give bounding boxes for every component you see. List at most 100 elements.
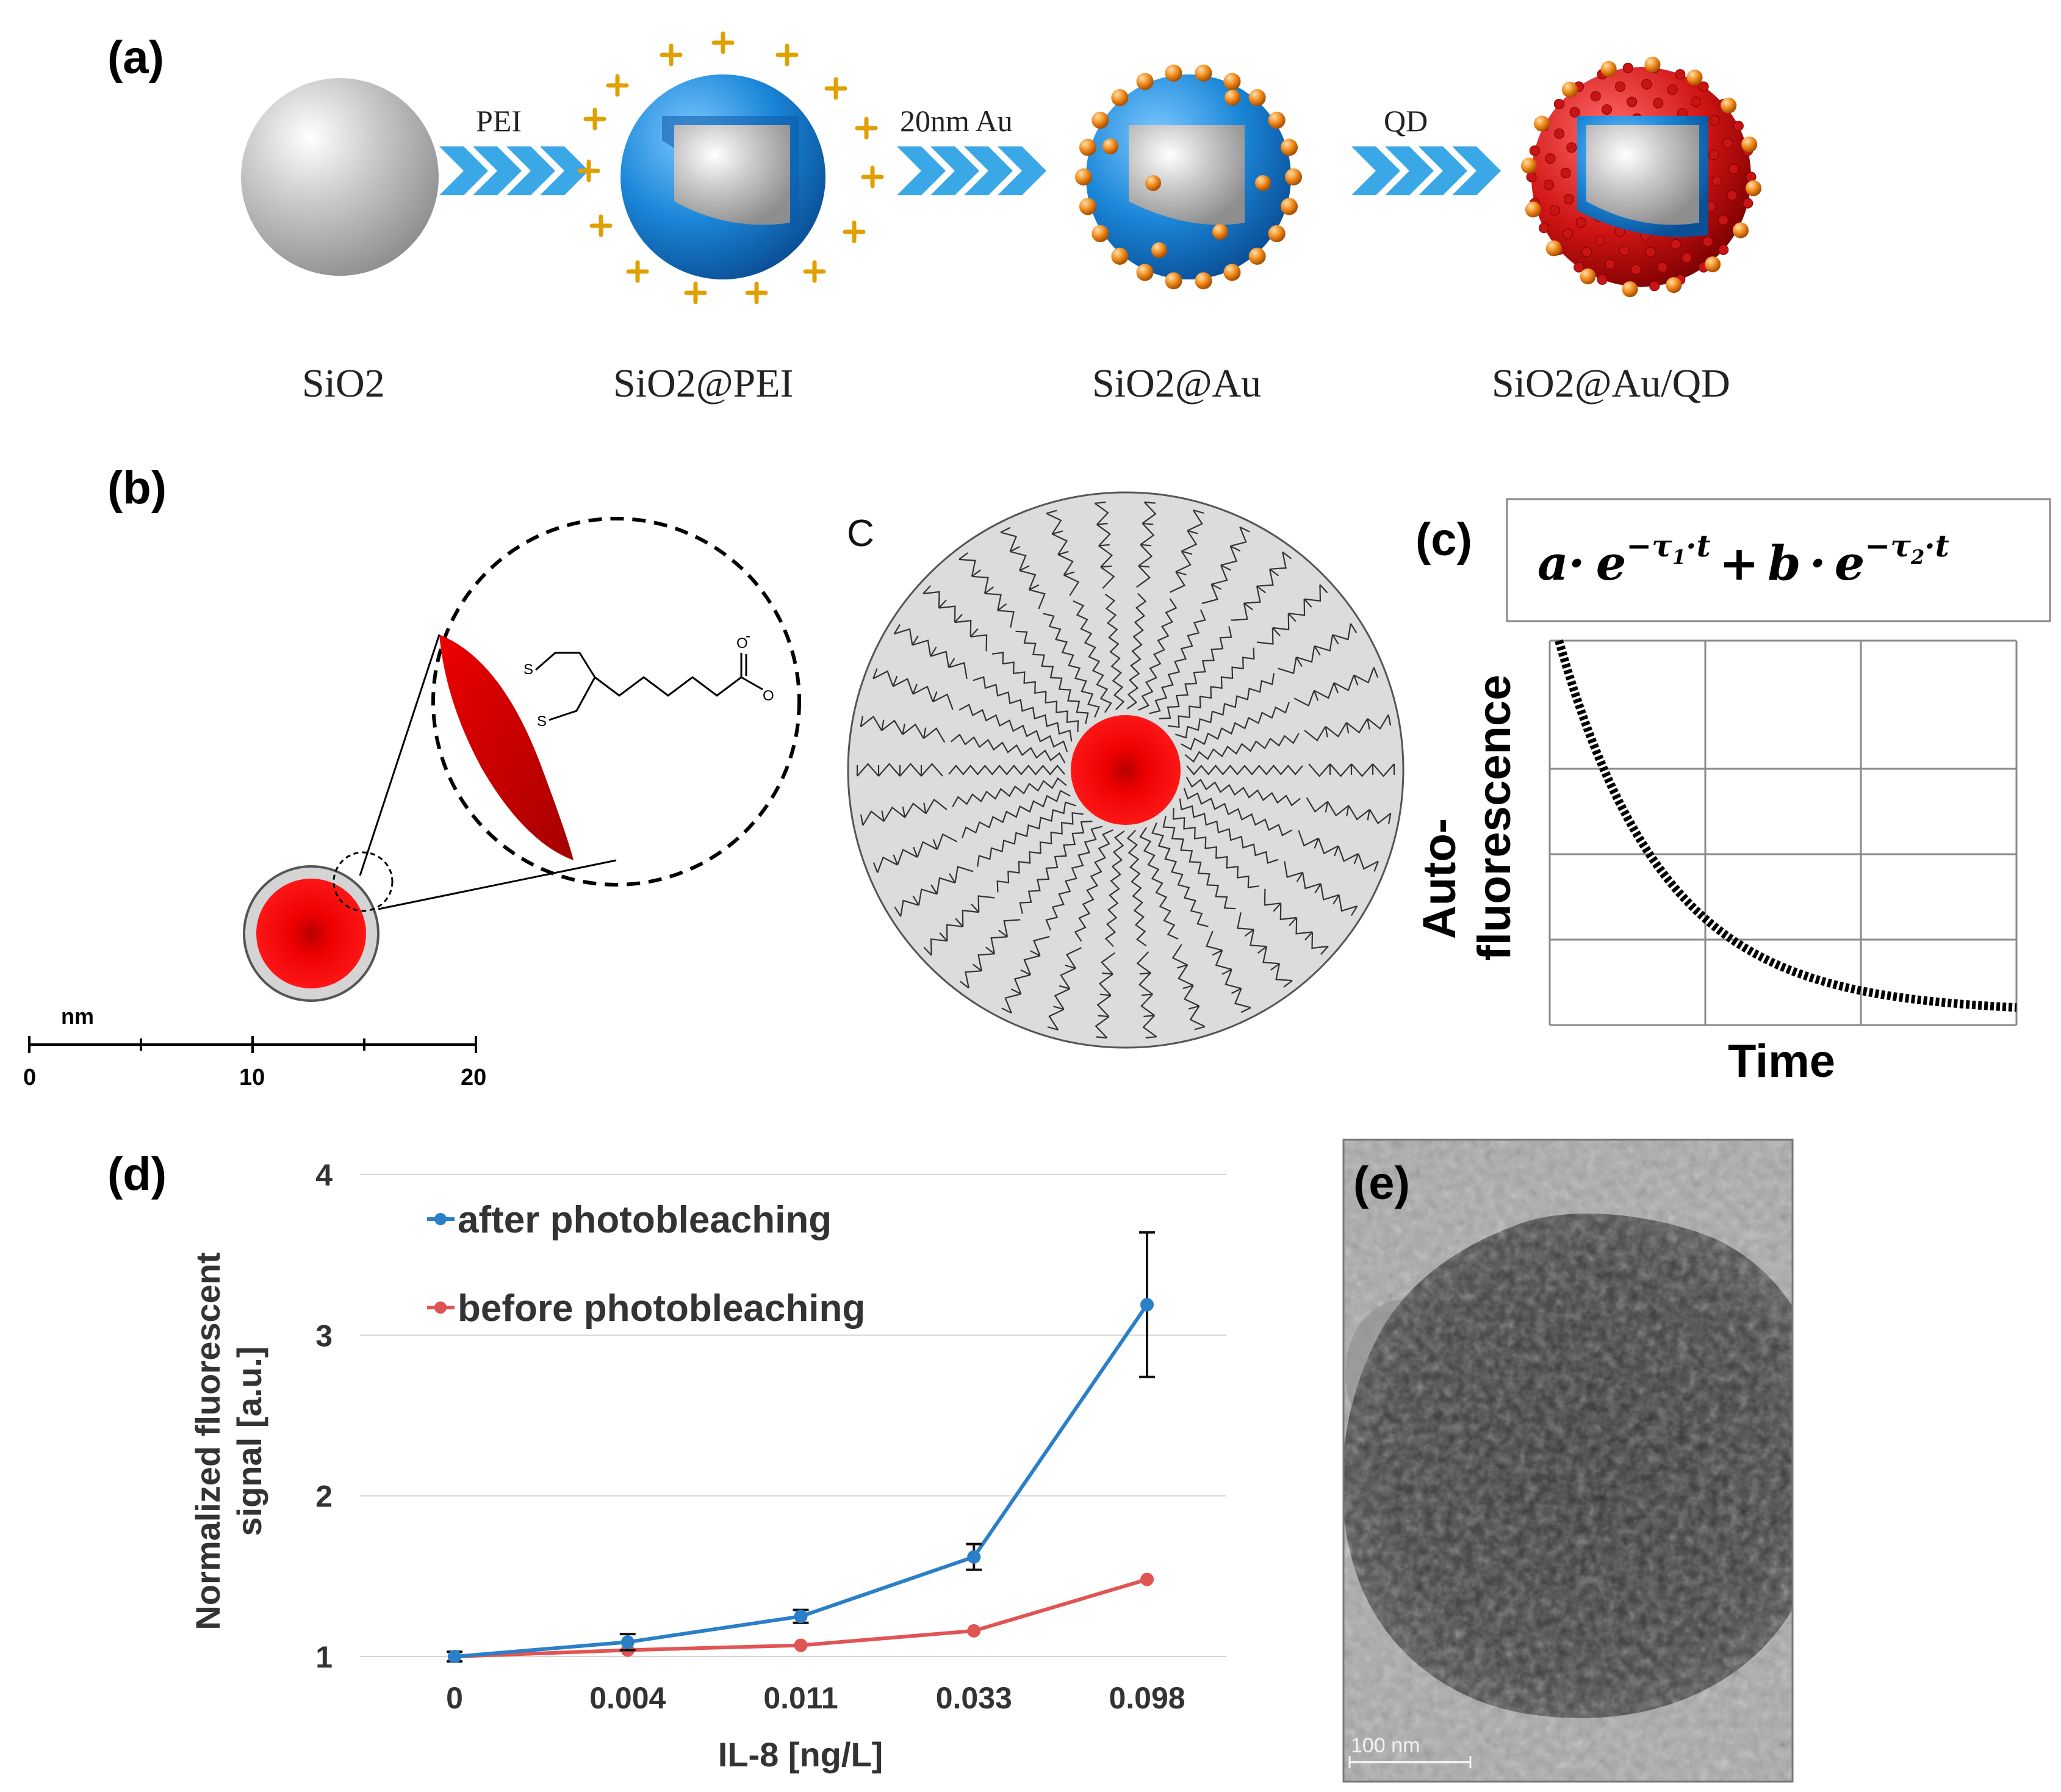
x-tick-label: 0.098: [1109, 1681, 1185, 1715]
chart-ylabel-line1: Normalized fluorescent: [189, 1252, 227, 1630]
legend-marker-before: [434, 1301, 447, 1314]
quantum-dot: [1605, 259, 1616, 270]
gold-nanoparticle: [1281, 198, 1298, 215]
gold-nanoparticle: [1281, 139, 1298, 156]
polymer-branch: [1047, 947, 1082, 1031]
quantum-dot: [1622, 62, 1633, 73]
quantum-dot: [1627, 96, 1638, 107]
quantum-dot: [1560, 168, 1571, 179]
gold-nanoparticles: [1520, 56, 1762, 298]
alkyl-chain: [996, 811, 1084, 893]
quantum-dot: [1718, 215, 1728, 226]
polymer-branch: [860, 798, 948, 826]
alkyl-chain: [1019, 820, 1093, 914]
atom-oxygen-2: O: [763, 688, 774, 704]
quantum-dot: [1619, 245, 1630, 256]
data-point: [620, 1635, 635, 1649]
alkyl-chain: [1183, 788, 1293, 837]
quantum-dot: [1597, 274, 1608, 285]
polymer-branch: [856, 763, 943, 777]
x-tick-label: 0.011: [763, 1681, 838, 1715]
c-ylabel-line1: Auto-: [1414, 818, 1466, 939]
quantum-dot: [1649, 281, 1660, 292]
alkyl-chain: [1149, 609, 1206, 714]
quantum-dot: [1529, 145, 1540, 156]
gold-nanoparticle: [1136, 73, 1154, 90]
polymer-branch: [872, 668, 954, 710]
gold-nanoparticle: [1075, 168, 1092, 185]
polymer-branch: [1201, 526, 1250, 605]
quantum-dot: [1656, 262, 1667, 273]
polymer-branch: [1256, 584, 1328, 645]
panel-b: (b) S S O O -: [23, 462, 801, 1090]
chart-x-ticks: 0 0.004 0.011 0.033 0.098: [446, 1681, 1185, 1715]
alkyl-chain: [1073, 600, 1112, 713]
gold-nanoparticle: [1102, 139, 1118, 154]
alkyl-chain: [1104, 593, 1125, 710]
polymer-branch: [872, 833, 958, 873]
chart-legend: after photobleaching before photobleachi…: [427, 1199, 865, 1330]
quantum-dot: [1544, 179, 1555, 190]
arrow-label-au: 20nm Au: [900, 104, 1013, 138]
gold-nanoparticle: [1111, 89, 1129, 107]
chart-series: [447, 1231, 1155, 1663]
alkyl-chain: [1043, 613, 1100, 718]
gold-nanoparticle: [1525, 201, 1541, 218]
gold-nanoparticle: [1195, 272, 1212, 290]
gold-nanoparticle: [1212, 224, 1228, 240]
quantum-dot: [1590, 91, 1601, 102]
gold-nanoparticle: [1746, 180, 1762, 196]
polymer-branch: [893, 624, 968, 679]
gold-nanoparticle: [1732, 222, 1749, 239]
silica-sphere: [241, 78, 439, 276]
panel-d-chart: (d) 1 2 3 4 0 0.004 0.011 0.033 0.098 after pho…: [107, 1148, 1226, 1774]
polymer-chains: [856, 501, 1395, 1039]
polymer-branch: [923, 585, 988, 652]
quantum-dot: [1709, 115, 1720, 126]
gold-nanoparticle: [1079, 198, 1096, 215]
data-point: [794, 1638, 808, 1652]
chart-gridlines: [360, 1174, 1226, 1657]
quantum-dot: [1743, 198, 1753, 209]
quantum-dot: [1702, 236, 1713, 247]
quantum-dot: [1667, 84, 1678, 95]
particle-sio2-au: [1075, 64, 1302, 290]
gold-nanoparticle: [1741, 136, 1758, 153]
tem-scale-label: 100 nm: [1351, 1734, 1420, 1757]
polymer-branch: [1206, 930, 1251, 1013]
quantum-dot: [1641, 79, 1652, 90]
quantum-dot: [1675, 69, 1686, 80]
alkyl-chain: [959, 703, 1068, 752]
gold-nanoparticle: [1079, 139, 1096, 156]
alkyl-chain: [1168, 647, 1255, 729]
alkyl-chain: [1045, 826, 1102, 931]
quantum-dot: [1553, 99, 1564, 110]
quantum-dot: [1690, 96, 1701, 107]
polymer-branch: [923, 895, 995, 956]
positive-charges: [577, 31, 884, 304]
chart-xlabel: IL-8 [ng/L]: [718, 1735, 883, 1774]
gold-nanoparticle: [1534, 115, 1550, 132]
silica-core-cutaway: [1586, 125, 1699, 225]
micelle-core: [1071, 715, 1181, 825]
scale-tick-10: 10: [239, 1065, 265, 1090]
quantum-dot: [1574, 262, 1584, 273]
y-tick-label: 4: [315, 1158, 333, 1192]
gold-nanoparticle: [1092, 112, 1109, 129]
gold-nanoparticle: [1686, 70, 1703, 86]
label-sio2-au: SiO2@Au: [1092, 361, 1261, 406]
particle-sio2-pei: [577, 31, 884, 304]
alkyl-chain: [1185, 776, 1301, 807]
alkyl-chain: [952, 777, 1067, 807]
x-tick-label: 0.004: [589, 1681, 666, 1715]
alkyl-chain: [1179, 798, 1279, 864]
panel-e-label: (e): [1353, 1157, 1410, 1209]
data-point: [794, 1610, 808, 1624]
polymer-branch: [1231, 551, 1292, 621]
gold-nanoparticle: [1145, 175, 1161, 191]
polymer-branch: [1046, 509, 1080, 596]
gold-nanoparticle: [1705, 256, 1721, 273]
atom-sulfur-2: S: [537, 713, 547, 730]
scale-bar: nm 0 10 20: [23, 1004, 486, 1090]
